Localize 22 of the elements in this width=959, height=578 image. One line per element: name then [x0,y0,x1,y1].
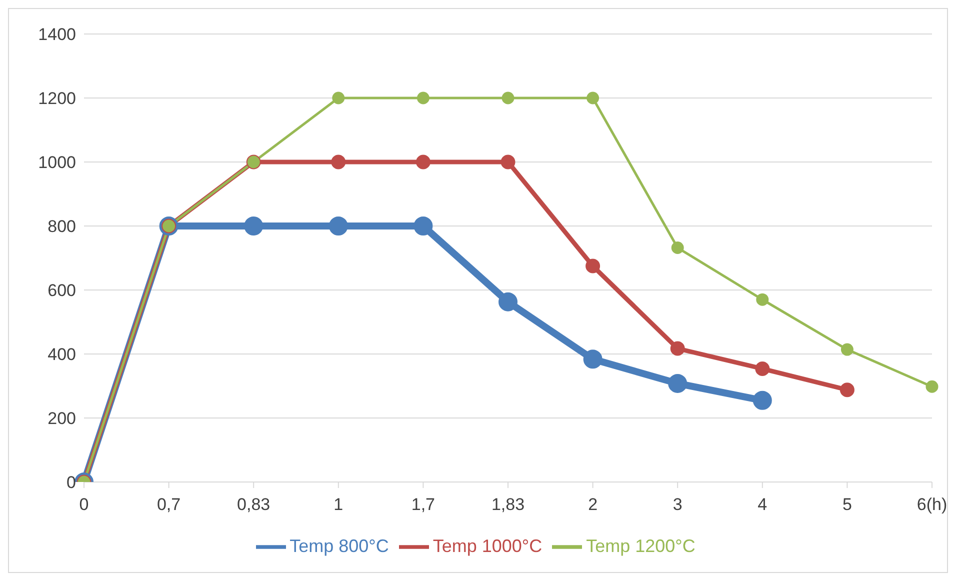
y-tick-label: 1200 [38,89,76,108]
x-tick-label: 1 [334,495,344,514]
x-tick-label: 1,83 [491,495,525,514]
x-tick-label: 1,7 [411,495,436,514]
legend-label: Temp 800°C [290,536,389,556]
x-tick-label: 2 [588,495,598,514]
y-tick-label: 800 [48,217,76,236]
x-tick-label: 6(h) [916,495,948,514]
x-tick-label: 5 [842,495,852,514]
x-tick-label: 4 [758,495,768,514]
x-tick-label: 0,83 [237,495,270,514]
y-tick-label: 1400 [38,25,76,44]
x-tick-label: 0 [79,495,89,514]
y-tick-label: 400 [48,345,76,364]
y-tick-label: 1000 [38,153,76,172]
y-tick-label: 200 [48,409,76,428]
y-tick-label: 600 [48,281,76,300]
x-tick-label: 3 [672,495,682,514]
legend-label: Temp 1000°C [432,536,542,556]
y-tick-label: 0 [66,473,76,492]
legend-label: Temp 1200°C [586,536,696,556]
x-tick-label: 0,7 [156,495,181,514]
